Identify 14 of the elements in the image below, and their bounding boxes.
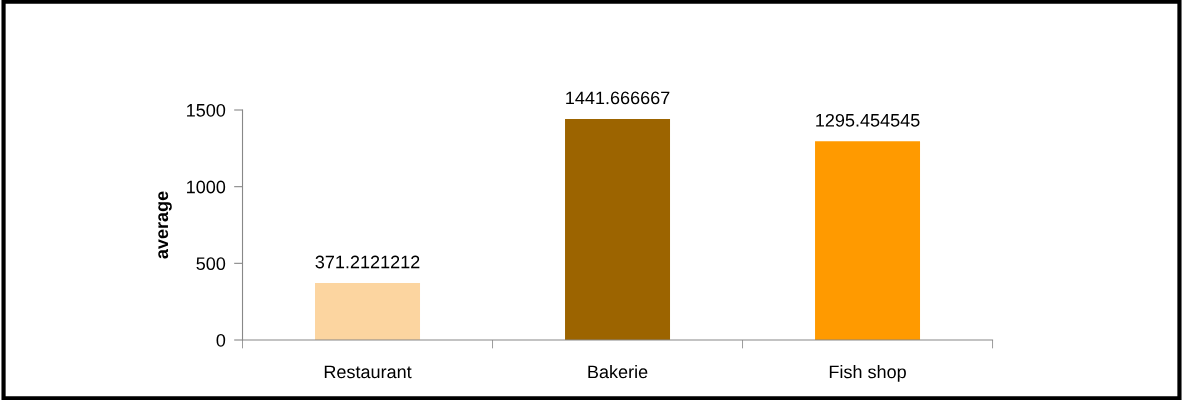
bar [565,118,671,340]
y-tick-label: 500 [196,257,226,271]
data-label: 371.2121212 [315,255,420,269]
y-tick-label: 0 [216,333,226,347]
y-tick-label: 1000 [187,180,226,194]
x-tick-label: Restaurant [324,365,412,379]
data-label: 1441.666667 [566,91,670,105]
bar [815,141,921,340]
bar [315,283,421,340]
y-axis-title: average [158,191,172,259]
x-tick-label: Bakerie [588,365,648,379]
data-label: 1295.454545 [816,113,920,127]
x-tick-label: Fish shop [829,365,906,382]
y-tick-label: 1500 [187,103,226,117]
